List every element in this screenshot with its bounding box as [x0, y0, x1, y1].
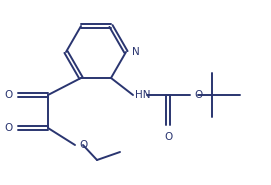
Text: O: O [164, 132, 172, 142]
Text: O: O [5, 90, 13, 100]
Text: O: O [194, 90, 202, 100]
Text: N: N [132, 47, 140, 57]
Text: HN: HN [135, 90, 150, 100]
Text: O: O [79, 140, 87, 150]
Text: O: O [5, 123, 13, 133]
